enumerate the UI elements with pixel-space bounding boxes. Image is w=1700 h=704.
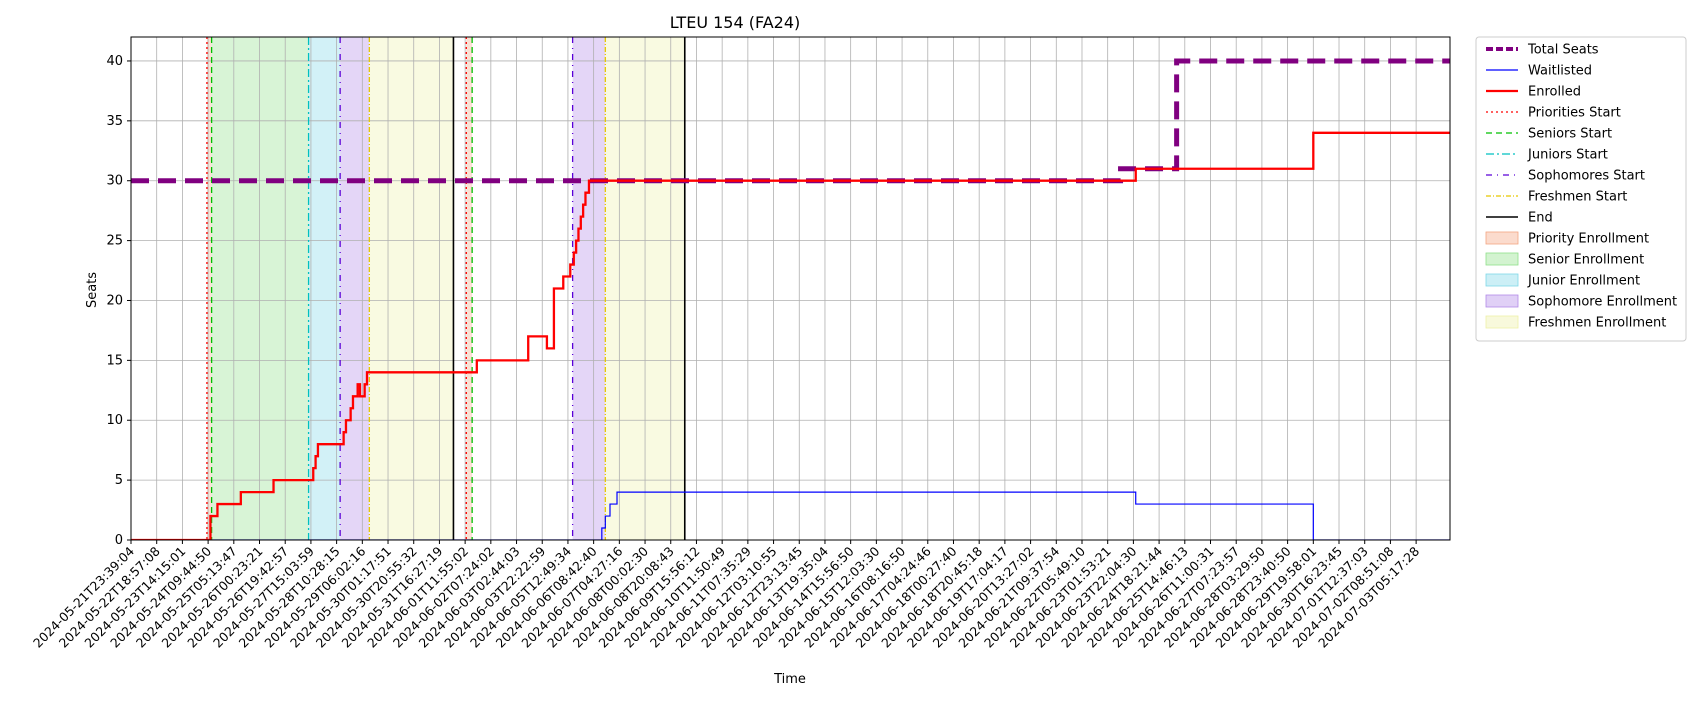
- legend-swatch: [1485, 273, 1519, 287]
- legend-label: Junior Enrollment: [1527, 274, 1640, 289]
- legend: Total Seats Waitlisted Enrolled Priorities …: [1475, 36, 1687, 342]
- phase-band-5: [466, 37, 473, 540]
- y-tick-label: 10: [106, 413, 123, 428]
- legend-label: Juniors Start: [1527, 148, 1608, 163]
- y-tick-label: 40: [106, 54, 123, 69]
- plot-frame: [130, 36, 1451, 541]
- legend-label: Sophomores Start: [1528, 169, 1645, 184]
- phase-band-1: [211, 37, 309, 540]
- legend-swatch: [1485, 315, 1519, 329]
- series-waitlisted: [131, 491, 1450, 540]
- legend-label: Freshmen Enrollment: [1528, 316, 1666, 331]
- x-axis-label: Time: [773, 672, 806, 687]
- series-enrolled: [131, 131, 1450, 540]
- legend-label: End: [1528, 211, 1553, 226]
- phase-band-0: [206, 37, 212, 540]
- y-tick-label: 15: [106, 353, 123, 368]
- chart-title: LTEU 154 (FA24): [670, 13, 801, 32]
- y-tick-label: 0: [115, 533, 123, 548]
- y-tick-label: 25: [106, 234, 123, 249]
- legend-label: Priorities Start: [1528, 106, 1621, 121]
- legend-label: Enrolled: [1528, 85, 1581, 100]
- legend-label: Priority Enrollment: [1528, 232, 1649, 247]
- phase-band-3: [340, 37, 370, 540]
- legend-label: Freshmen Start: [1528, 190, 1627, 205]
- legend-swatch: [1485, 252, 1519, 266]
- y-tick-label: 30: [106, 174, 123, 189]
- phase-band-6: [572, 37, 606, 540]
- legend-label: Senior Enrollment: [1528, 253, 1644, 268]
- phase-band-2: [308, 37, 341, 540]
- y-axis-label: Seats: [85, 272, 100, 308]
- phase-band-4: [369, 37, 454, 540]
- legend-swatch: [1485, 231, 1519, 245]
- legend-label: Sophomore Enrollment: [1528, 295, 1677, 310]
- y-tick-label: 5: [115, 473, 123, 488]
- legend-box: [1475, 36, 1687, 342]
- y-tick-label: 20: [106, 293, 123, 308]
- legend-label: Waitlisted: [1528, 64, 1592, 79]
- legend-label: Total Seats: [1527, 43, 1599, 58]
- y-tick-label: 35: [106, 114, 123, 129]
- legend-swatch: [1485, 294, 1519, 308]
- legend-label: Seniors Start: [1528, 127, 1612, 142]
